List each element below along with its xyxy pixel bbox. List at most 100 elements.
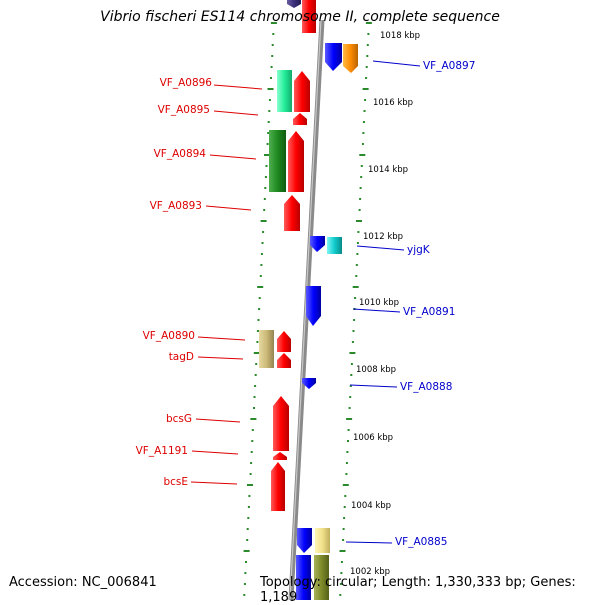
gene-red-bcsg[interactable]	[273, 396, 289, 451]
tick-mark-right	[340, 561, 343, 563]
gene-blue-vf-a0891[interactable]	[306, 286, 321, 326]
tick-mark-left	[256, 341, 259, 343]
tick-mark-right	[365, 22, 372, 24]
tick-mark-left	[258, 308, 261, 310]
gene-olive-bottom[interactable]	[314, 555, 329, 600]
gene-yellow[interactable]	[315, 528, 330, 553]
label-vf-a0893[interactable]: VF_A0893	[150, 200, 202, 212]
tick-mark-left	[263, 209, 266, 211]
tick-mark-right	[359, 187, 362, 189]
gene-blue-vf-a0885[interactable]	[297, 528, 312, 553]
tick-mark-right	[365, 77, 368, 79]
tick-mark-left	[263, 198, 266, 200]
label-tagd[interactable]: tagD	[169, 351, 194, 363]
tick-mark-left	[265, 165, 268, 167]
chromosome-backbone-highlight	[289, 19, 322, 600]
label-vf-a0894[interactable]: VF_A0894	[154, 148, 207, 160]
tick-mark-right	[339, 550, 346, 552]
tick-mark-right	[342, 528, 345, 530]
tick-mark-right	[356, 253, 359, 255]
gene-labels-left: VF_A0896 VF_A0895 VF_A0894 VF_A0893 VF_A…	[136, 77, 213, 488]
tick-mark-right	[362, 88, 369, 90]
tick-mark-left	[244, 572, 247, 574]
kbp-label-1018: 1018 kbp	[380, 31, 420, 41]
tick-mark-right	[339, 583, 342, 585]
tick-mark-left	[271, 44, 274, 46]
genes-left-strand	[259, 0, 316, 511]
tick-mark-left	[259, 275, 262, 277]
tick-mark-left	[245, 561, 247, 563]
tick-mark-right	[361, 143, 364, 145]
tick-mark-left	[267, 121, 270, 123]
tick-mark-right	[358, 209, 361, 211]
kbp-label-1008: 1008 kbp	[356, 365, 396, 375]
tick-mark-left	[268, 99, 271, 101]
tick-mark-right	[352, 286, 359, 288]
gene-red-vf-a0893[interactable]	[284, 195, 300, 231]
tick-mark-right	[347, 440, 349, 442]
label-bcsg[interactable]: bcsG	[166, 413, 192, 425]
kbp-label-1002: 1002 kbp	[350, 567, 390, 577]
tick-mark-right	[345, 473, 348, 475]
label-vf-a0896[interactable]: VF_A0896	[160, 77, 213, 89]
tick-mark-right	[360, 165, 363, 167]
gene-cyan[interactable]	[327, 237, 342, 254]
label-vf-a0885[interactable]: VF_A0885	[395, 536, 447, 548]
label-vf-a0891[interactable]: VF_A0891	[403, 306, 455, 318]
tick-mark-left	[247, 517, 250, 519]
label-vf-a0890[interactable]: VF_A0890	[143, 330, 195, 342]
tick-mark-left	[271, 55, 274, 57]
tick-mark-left	[264, 154, 270, 156]
tick-mark-left	[243, 550, 250, 552]
label-yjgk[interactable]: yjgK	[407, 244, 431, 256]
gene-khaki-vf-a0890[interactable]	[259, 330, 274, 368]
gene-green-vf-a0894[interactable]	[269, 130, 286, 192]
tick-mark-left	[255, 363, 258, 365]
label-vf-a0888[interactable]: VF_A0888	[400, 381, 452, 393]
kbp-label-1004: 1004 kbp	[351, 501, 391, 511]
tick-mark-left	[249, 473, 252, 475]
tick-mark-left	[260, 264, 263, 266]
gene-navy-top[interactable]	[287, 0, 301, 8]
tick-mark-left	[270, 66, 273, 68]
tick-mark-right	[349, 396, 352, 398]
tick-mark-left	[256, 330, 259, 332]
tick-mark-left	[250, 418, 257, 420]
gene-red-vf-a0894[interactable]	[288, 131, 304, 192]
label-vf-a0897[interactable]: VF_A0897	[423, 60, 475, 72]
tick-mark-right	[339, 594, 342, 596]
tick-mark-right	[349, 385, 352, 387]
tick-track-left	[243, 22, 277, 596]
tick-mark-right	[351, 341, 354, 343]
gene-red-tagd[interactable]	[277, 353, 291, 368]
gene-blue-vf-a0897[interactable]	[325, 43, 342, 71]
gene-red-top[interactable]	[302, 0, 316, 33]
gene-red-vf-a1191[interactable]	[273, 452, 287, 460]
kbp-scale: 1018 kbp 1016 kbp 1014 kbp 1012 kbp 1010…	[350, 31, 420, 577]
gene-red-bcse[interactable]	[271, 462, 285, 511]
tick-mark-left	[246, 539, 249, 541]
tick-mark-left	[253, 407, 255, 409]
tick-mark-left	[266, 143, 269, 145]
gene-orange[interactable]	[343, 44, 358, 73]
gene-red-vf-a0895[interactable]	[293, 113, 307, 125]
tick-mark-right	[352, 330, 355, 332]
tick-mark-left	[260, 220, 267, 222]
gene-blue-bottom[interactable]	[296, 555, 311, 600]
label-bcse[interactable]: bcsE	[163, 476, 188, 488]
tick-mark-left	[246, 528, 249, 530]
gene-blue-vf-a0888[interactable]	[302, 378, 316, 389]
tick-mark-right	[355, 264, 358, 266]
label-vf-a0895[interactable]: VF_A0895	[158, 104, 210, 116]
tick-mark-left	[247, 484, 253, 486]
genes-right-strand	[287, 0, 358, 600]
gene-light-green-vf-a0896[interactable]	[277, 70, 292, 112]
tick-mark-left	[243, 583, 246, 585]
label-vf-a1191[interactable]: VF_A1191	[136, 445, 188, 457]
tick-mark-right	[356, 242, 359, 244]
gene-blue-yjgk[interactable]	[310, 236, 325, 252]
gene-red-vf-a0896[interactable]	[294, 71, 310, 112]
tick-mark-left	[267, 132, 270, 134]
gene-red-vf-a0890[interactable]	[277, 331, 291, 352]
